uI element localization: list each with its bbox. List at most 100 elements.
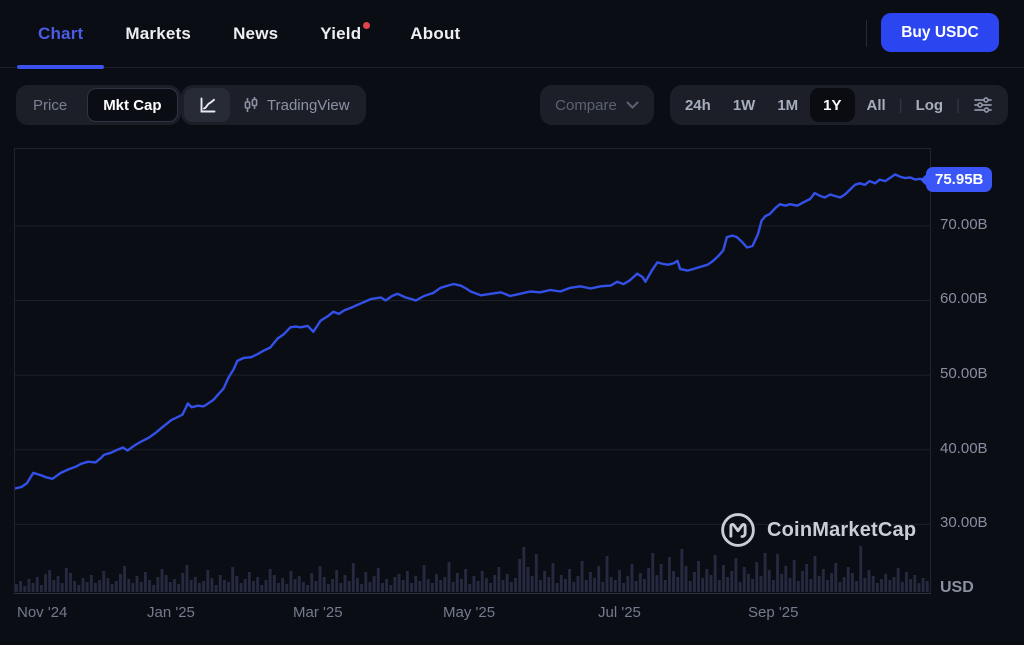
volume-bar [135,576,139,592]
volume-bar [256,577,260,592]
tab-yield[interactable]: Yield [299,0,389,68]
volume-bar [809,579,813,592]
tab-about[interactable]: About [389,0,481,68]
compare-button[interactable]: Compare [540,85,654,125]
x-axis-label: Mar '25 [293,604,343,621]
volume-bar [410,583,413,592]
volume-bar [160,569,164,592]
volume-bar [568,569,572,592]
volume-bar [110,584,114,592]
volume-bar [734,558,738,592]
volume-bar [722,565,725,592]
volume-bar [401,580,405,592]
volume-bar [534,554,538,592]
volume-bar [106,578,110,592]
range-24h[interactable]: 24h [684,96,711,114]
volume-bar [543,571,547,592]
volume-bar [472,576,476,592]
nav-tabs: Chart Markets News Yield About [17,0,481,69]
volume-bar [264,580,268,592]
volume-bar [896,568,900,592]
tab-chart-label: Chart [38,24,84,43]
volume-bar [310,573,314,592]
volume-bar [339,583,343,592]
volume-bar [139,582,143,592]
volume-bar [514,578,517,592]
volume-bar [235,576,239,592]
volume-bar [297,576,301,592]
volume-bar [173,579,176,592]
volume-bar [588,572,592,592]
volume-bar [60,583,64,592]
volume-bar [430,583,434,592]
volume-bar [231,567,235,592]
volume-bar [260,585,264,592]
volume-bar [697,561,700,592]
volume-bar [613,580,617,592]
volume-bar [405,571,409,592]
volume-bar [31,583,35,592]
volume-bar [343,575,347,592]
volume-bar [368,582,372,592]
volume-bar [593,578,596,592]
volume-bar [601,582,605,592]
volume-bar [81,578,85,592]
tab-news[interactable]: News [212,0,299,68]
volume-bar [855,581,858,592]
volume-bar [875,583,879,592]
time-range-group: 24h 1W 1M 1Y All | Log | [669,85,1008,125]
market-cap-line [15,173,930,490]
volume-bar [285,584,289,592]
volume-bar [318,566,322,592]
volume-bar [293,579,297,592]
volume-bar [821,569,825,592]
volume-bar [206,570,210,592]
line-chart-toggle[interactable] [184,88,230,122]
y-axis-label: 70.00B [940,215,988,233]
coinmarketcap-watermark: CoinMarketCap [719,511,916,549]
volume-bar [584,580,588,592]
volume-bar [701,578,705,592]
volume-bar [913,575,917,592]
volume-bar [48,570,52,592]
volume-bar [759,576,763,592]
metric-option-mktcap[interactable]: Mkt Cap [87,88,178,122]
range-1m[interactable]: 1M [777,96,799,114]
metric-option-price[interactable]: Price [33,96,68,114]
volume-bar [268,569,272,592]
volume-bar [385,579,389,592]
range-all[interactable]: All [866,96,886,114]
tab-chart[interactable]: Chart [17,0,105,69]
volume-bar [796,581,800,592]
chart-plot-area[interactable] [14,148,931,594]
volume-bar [198,583,201,592]
y-axis-unit-label: USD [940,579,974,596]
buy-usdc-button[interactable]: Buy USDC [881,13,999,52]
volume-bar [501,580,505,592]
tradingview-toggle[interactable]: TradingView [233,96,366,114]
volume-bar [372,576,376,592]
range-1y[interactable]: 1Y [810,88,855,122]
header-divider [866,20,867,47]
volume-bar [564,579,567,592]
volume-bar [360,584,364,592]
range-1w[interactable]: 1W [732,96,756,114]
volume-bar [222,580,226,592]
volume-bar [651,553,655,592]
tab-markets[interactable]: Markets [104,0,212,68]
volume-bar [272,575,276,592]
chart-settings-button[interactable] [962,96,1004,114]
volume-bar [27,579,31,592]
volume-bar [688,581,692,592]
volume-bar [859,546,863,592]
log-scale-toggle[interactable]: Log [915,96,944,114]
volume-bar [156,577,160,592]
compare-label: Compare [555,96,617,114]
volume-bar [530,576,534,592]
volume-bar [792,560,796,592]
volume-bar [576,576,580,592]
volume-bar [426,579,430,592]
volume-bar [44,574,47,592]
volume-bar [609,577,613,592]
volume-bar [118,574,122,592]
